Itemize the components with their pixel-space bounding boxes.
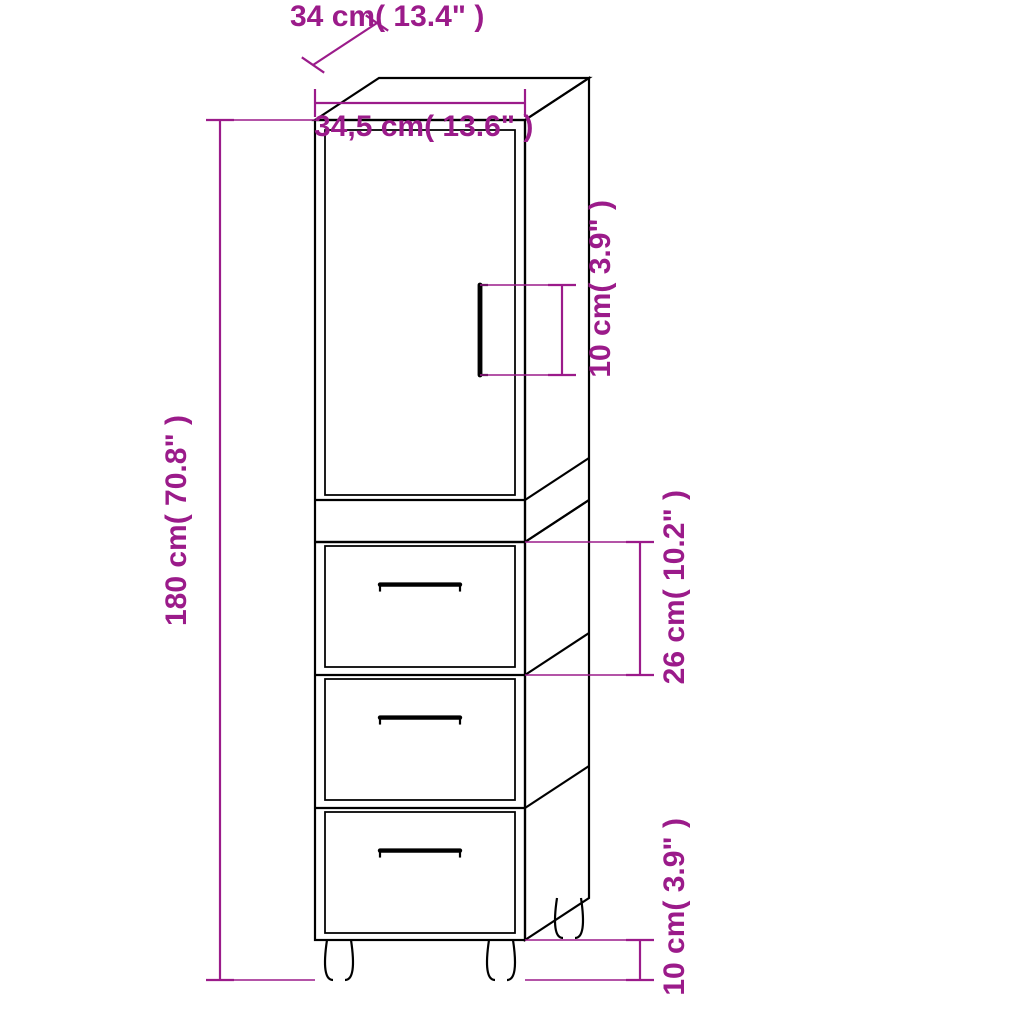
dim-depth-label: 34 cm( 13.4" ) [290,0,484,33]
dim-width-label: 34,5 cm( 13.6" ) [314,110,533,143]
cabinet-dimension-diagram [0,0,1024,1024]
dim-height-label: 180 cm( 70.8" ) [160,415,193,626]
dim-handle-label: 10 cm( 3.9" ) [584,200,617,378]
dim-leg-label: 10 cm( 3.9" ) [658,818,691,996]
dim-drawer-label: 26 cm( 10.2" ) [658,490,691,684]
